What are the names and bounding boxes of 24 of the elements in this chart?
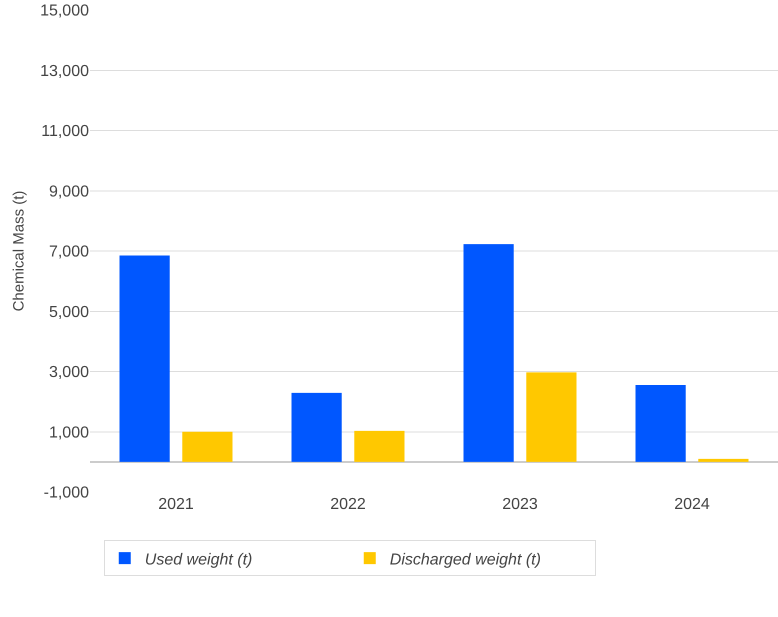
- y-tick-label: 3,000: [48, 364, 90, 382]
- x-tick-label: 2023: [502, 496, 538, 513]
- legend-label: Discharged weight (t): [390, 551, 541, 568]
- x-tick-label: 2024: [674, 496, 710, 513]
- y-tick-label: 13,000: [40, 62, 90, 80]
- bar: [698, 458, 748, 462]
- y-tick-label: 7,000: [48, 244, 90, 261]
- legend-label: Used weight (t): [144, 551, 252, 568]
- y-tick-label: 9,000: [48, 183, 90, 200]
- bar: [182, 432, 232, 462]
- bar: [464, 244, 514, 462]
- y-tick-label: 11,000: [41, 123, 90, 140]
- bar: [120, 256, 170, 462]
- y-tick-label: 15,000: [40, 2, 90, 20]
- bar: [526, 372, 576, 462]
- bar: [636, 385, 686, 462]
- y-tick-label: 5,000: [48, 304, 90, 321]
- bar: [354, 430, 404, 462]
- y-tick-label: 1,000: [48, 424, 90, 442]
- y-tick-label: -1,000: [44, 484, 90, 502]
- bar: [292, 392, 342, 462]
- x-tick-label: 2022: [330, 496, 366, 513]
- y-axis-title: Chemical Mass (t): [10, 190, 28, 312]
- x-tick-label: 2021: [158, 496, 194, 513]
